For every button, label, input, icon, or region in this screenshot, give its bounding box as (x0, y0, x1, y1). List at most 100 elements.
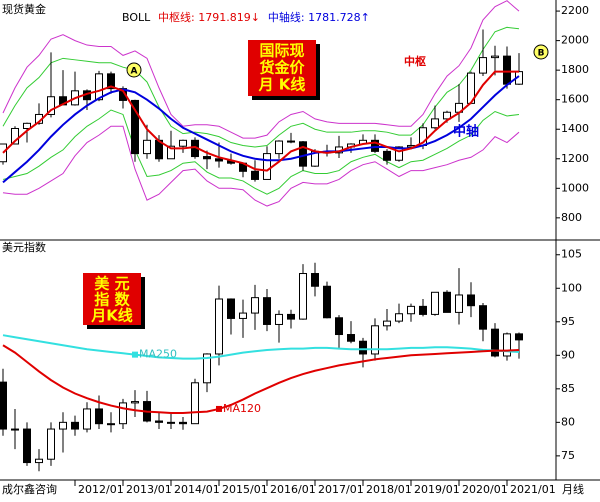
annotation-box: 国际现 货金价 月 K线 (248, 40, 320, 100)
indicator: BOLL (122, 11, 151, 24)
y-tick-label: 75 (561, 449, 575, 462)
candle-body (275, 313, 283, 325)
candle-body (11, 428, 19, 431)
candle-body (251, 297, 259, 314)
x-tick-label: 2014/01 (174, 483, 220, 496)
marker-circle (533, 44, 549, 60)
y-tick-label: 95 (561, 315, 575, 328)
candle-body (131, 99, 139, 155)
candle-body (179, 421, 187, 425)
y-tick-label: 105 (561, 248, 582, 261)
x-tick-label: 2018/01 (366, 483, 412, 496)
candle-body (107, 73, 115, 90)
candle-body (359, 340, 367, 355)
candle-body (395, 146, 403, 161)
box (248, 40, 316, 96)
candle-body (431, 118, 439, 129)
candle-body (323, 285, 331, 319)
y-tick-label: 2000 (561, 34, 589, 47)
box-text: 货金价 (259, 59, 305, 77)
candle-body (479, 305, 487, 330)
legend-entry: 中枢线: 1791.819↓ (158, 10, 260, 24)
y-tick-label: 90 (561, 348, 575, 361)
candle-body (143, 139, 151, 155)
candle-body (23, 428, 31, 464)
series-line (2, 334, 520, 360)
candle-body (167, 421, 175, 424)
candle-body (0, 381, 7, 430)
x-tick-label: 2016/01 (270, 483, 316, 496)
x-tick-label: 2012/01 (78, 483, 124, 496)
y-tick-label: 1000 (561, 181, 589, 194)
y-tick-label: 1200 (561, 152, 589, 165)
candle-body (287, 313, 295, 320)
annotation: B (538, 49, 545, 59)
candle-body (455, 294, 463, 313)
y-tick-label: 800 (561, 211, 582, 224)
series-line (2, 70, 519, 172)
box-text: 月K线 (90, 307, 133, 325)
legend-entry: 中轴线: 1781.728↑ (268, 10, 370, 24)
candle-body (11, 127, 19, 145)
x-tick-label: 2013/01 (126, 483, 172, 496)
candle-body (179, 139, 187, 147)
x-tick-label: 2017/01 (318, 483, 364, 496)
candle-body (479, 57, 487, 74)
candle-body (35, 458, 43, 464)
candle-body (155, 420, 163, 423)
candle-body (95, 408, 103, 425)
candle-body (251, 170, 259, 180)
candle-body (59, 421, 67, 430)
box-text: 国际现 (259, 42, 304, 60)
candle-body (203, 353, 211, 384)
series-marker (216, 405, 222, 412)
candle-body (503, 333, 511, 357)
candle-body (491, 55, 499, 59)
footer-left: 成尔鑫咨询 (2, 482, 57, 496)
candle-body (503, 55, 511, 85)
candle-body (227, 298, 235, 319)
annotation: A (131, 67, 138, 77)
series-marker (132, 351, 138, 358)
candle-body (191, 382, 199, 425)
candle-body (383, 150, 391, 161)
box-text: 指 数 (94, 291, 130, 309)
x-tick-label: 2021/01 (510, 483, 556, 496)
series-label: MA250 (139, 348, 177, 361)
candle-body (371, 325, 379, 355)
candle-body (419, 305, 427, 315)
annotation-box: 美 元 指 数 月K线 (83, 273, 145, 329)
marker-circle (126, 62, 142, 78)
annotation: 中枢 (404, 54, 426, 68)
box-text: 美 元 (94, 275, 129, 293)
x-tick-label: 2019/01 (414, 483, 460, 496)
candle-body (335, 317, 343, 336)
candle-body (131, 401, 139, 404)
candle-body (47, 96, 55, 115)
candle-body (203, 156, 211, 160)
y-tick-label: 1400 (561, 122, 589, 135)
candle-body (395, 313, 403, 322)
candle-body (263, 297, 271, 325)
candle-body (95, 73, 103, 101)
series-line (2, 109, 520, 195)
y-tick-label: 1600 (561, 93, 589, 106)
y-tick-label: 2200 (561, 4, 589, 17)
candle-body (107, 423, 115, 426)
series-line (2, 0, 520, 139)
series-line (2, 125, 520, 207)
candle-body (431, 291, 439, 315)
series-label: MA120 (223, 402, 261, 415)
candle-body (383, 320, 391, 327)
candle-body (311, 273, 319, 287)
candle-body (299, 141, 307, 167)
candle-body (239, 312, 247, 319)
candle-body (215, 298, 223, 355)
candle-body (467, 294, 475, 307)
panel-title: 现货黄金 (2, 2, 46, 16)
candle-body (443, 291, 451, 313)
y-tick-label: 1800 (561, 63, 589, 76)
x-tick-label: 2020/01 (462, 483, 508, 496)
x-tick-label: 2015/01 (222, 483, 268, 496)
